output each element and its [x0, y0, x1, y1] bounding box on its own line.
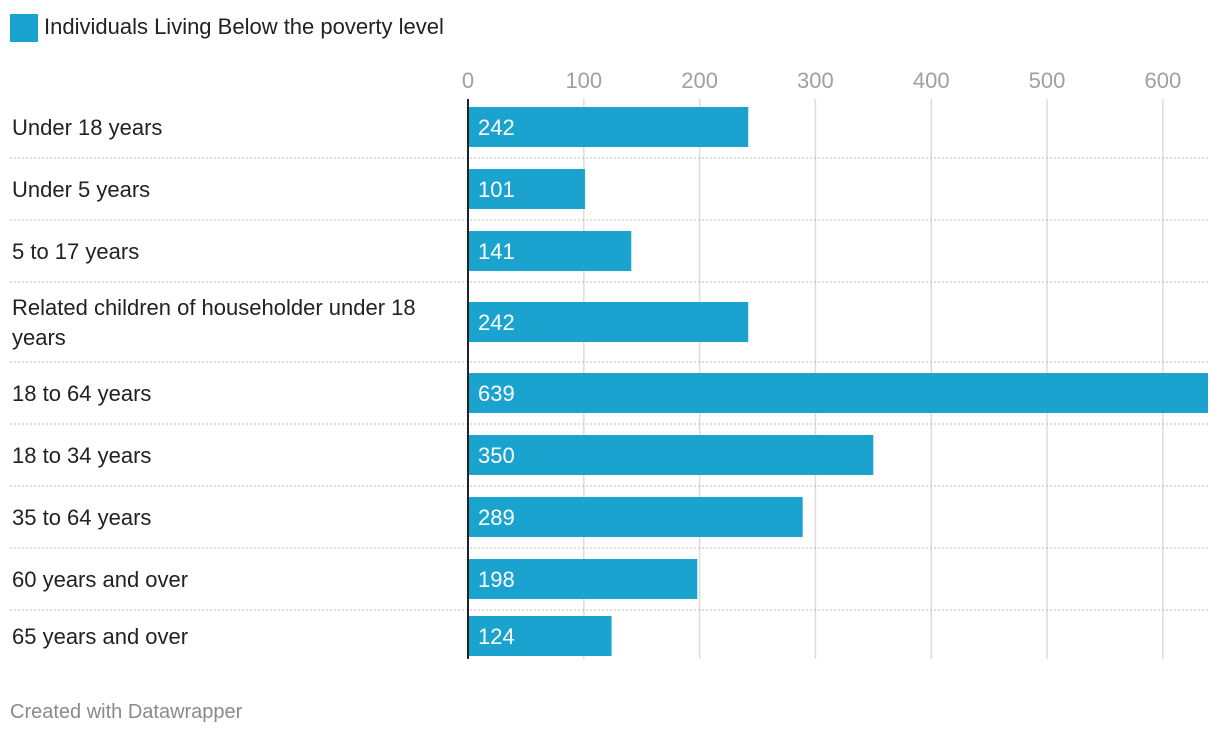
footer: Created with Datawrapper: [10, 701, 243, 723]
category-label: 65 years and over: [12, 624, 188, 649]
bar: [468, 107, 749, 147]
x-tick-label: 600: [1144, 68, 1181, 93]
bars: 242 101 141 242 639 350 289 198 124: [468, 107, 1208, 656]
legend-swatch: [10, 14, 38, 42]
category-label: Under 5 years: [12, 177, 150, 202]
bar: [468, 231, 632, 271]
category-label: Related children of householder under 18…: [12, 295, 416, 350]
category-labels: Under 18 years Under 5 years 5 to 17 years…: [12, 115, 416, 649]
bar-value-label: 242: [478, 115, 515, 140]
x-tick-label: 200: [681, 68, 718, 93]
footer-credit: Created with Datawrapper: [10, 701, 243, 723]
bar: [468, 616, 612, 656]
bar-value-label: 198: [478, 567, 515, 592]
x-tick-label: 400: [913, 68, 950, 93]
category-label: 18 to 34 years: [12, 443, 151, 468]
category-label: Under 18 years: [12, 115, 162, 140]
legend-label: Individuals Living Below the poverty lev…: [44, 14, 444, 39]
bar-value-label: 101: [478, 177, 515, 202]
category-label: 60 years and over: [12, 567, 188, 592]
legend: Individuals Living Below the poverty lev…: [10, 14, 444, 42]
bar: [468, 497, 803, 537]
bar: [468, 169, 585, 209]
bar: [468, 559, 698, 599]
x-tick-label: 300: [797, 68, 834, 93]
category-label: 18 to 64 years: [12, 381, 151, 406]
bar-value-label: 289: [478, 505, 515, 530]
bar-value-label: 639: [478, 381, 515, 406]
bar-value-label: 141: [478, 239, 515, 264]
bar: [468, 435, 874, 475]
category-label: 35 to 64 years: [12, 505, 151, 530]
bar: [468, 302, 749, 342]
bar-value-label: 350: [478, 443, 515, 468]
bar: [468, 373, 1208, 413]
category-label: 5 to 17 years: [12, 239, 139, 264]
x-axis-ticks: 0 100 200 300 400 500 600: [462, 68, 1181, 93]
x-tick-label: 500: [1029, 68, 1066, 93]
bar-value-label: 124: [478, 624, 515, 649]
x-tick-label: 100: [565, 68, 602, 93]
bar-value-label: 242: [478, 310, 515, 335]
x-tick-label: 0: [462, 68, 474, 93]
